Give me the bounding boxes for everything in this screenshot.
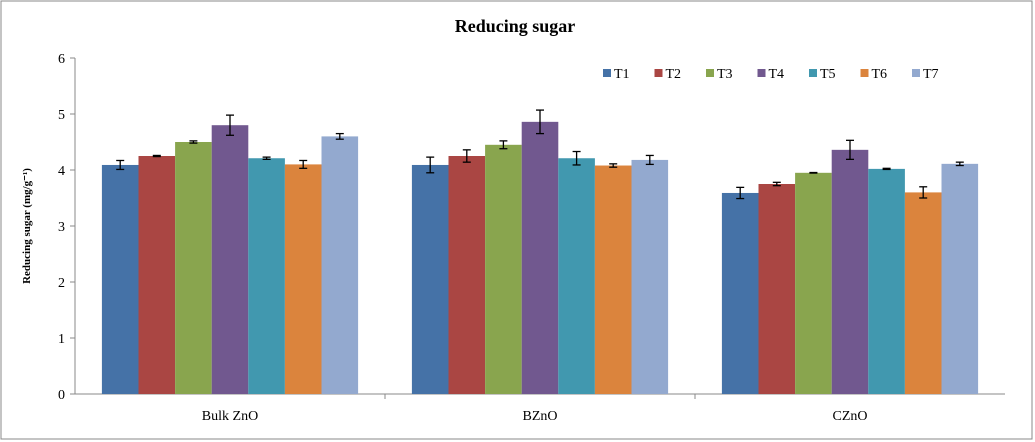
bar-t2 [758, 184, 796, 394]
legend-label-t3: T3 [717, 67, 733, 82]
legend-swatch-t1 [603, 69, 611, 77]
y-tick-label: 4 [58, 164, 65, 179]
bar-t2 [138, 156, 176, 394]
bar-t6 [594, 165, 632, 394]
bar-t3 [485, 144, 522, 394]
bar-t7 [941, 163, 979, 394]
bar-t6 [284, 164, 322, 394]
legend-swatch-t7 [912, 69, 920, 77]
bar-t6 [904, 192, 942, 394]
bar-t4 [521, 121, 559, 394]
bar-t4 [211, 125, 249, 394]
bar-t5 [558, 158, 595, 394]
x-tick-label: Bulk ZnO [202, 409, 258, 424]
legend-swatch-t2 [654, 69, 663, 77]
legend-label-t4: T4 [769, 67, 785, 82]
legend-swatch-t4 [757, 69, 766, 77]
legend-swatch-t6 [860, 69, 869, 77]
legend-label-t5: T5 [820, 67, 836, 82]
x-tick-label: BZnO [523, 409, 558, 424]
bar-t1 [411, 164, 449, 394]
legend-label-t1: T1 [614, 67, 630, 82]
legend-label-t7: T7 [923, 67, 939, 82]
bar-t7 [321, 136, 359, 394]
y-tick-label: 1 [58, 332, 65, 347]
bar-t7 [631, 159, 669, 394]
y-axis-label: Reducing sugar (mg/g⁻¹) [21, 168, 33, 284]
y-tick-label: 3 [58, 220, 65, 235]
bar-t5 [868, 168, 905, 394]
bar-t3 [175, 142, 212, 394]
legend-label-t6: T6 [872, 67, 888, 82]
bar-t2 [448, 156, 486, 394]
bar-t4 [831, 149, 869, 394]
legend-swatch-t5 [809, 69, 817, 77]
bar-t1 [721, 192, 759, 394]
x-tick-label: CZnO [833, 409, 868, 424]
chart-title: Reducing sugar [455, 16, 576, 36]
legend-swatch-t3 [706, 69, 714, 77]
y-tick-label: 0 [58, 388, 65, 403]
bar-t5 [248, 158, 285, 394]
bar-t1 [101, 164, 139, 394]
bar-t3 [795, 172, 832, 394]
y-tick-label: 5 [58, 108, 65, 123]
legend-label-t2: T2 [666, 67, 682, 82]
y-tick-label: 2 [58, 276, 65, 291]
y-tick-label: 6 [58, 52, 65, 67]
